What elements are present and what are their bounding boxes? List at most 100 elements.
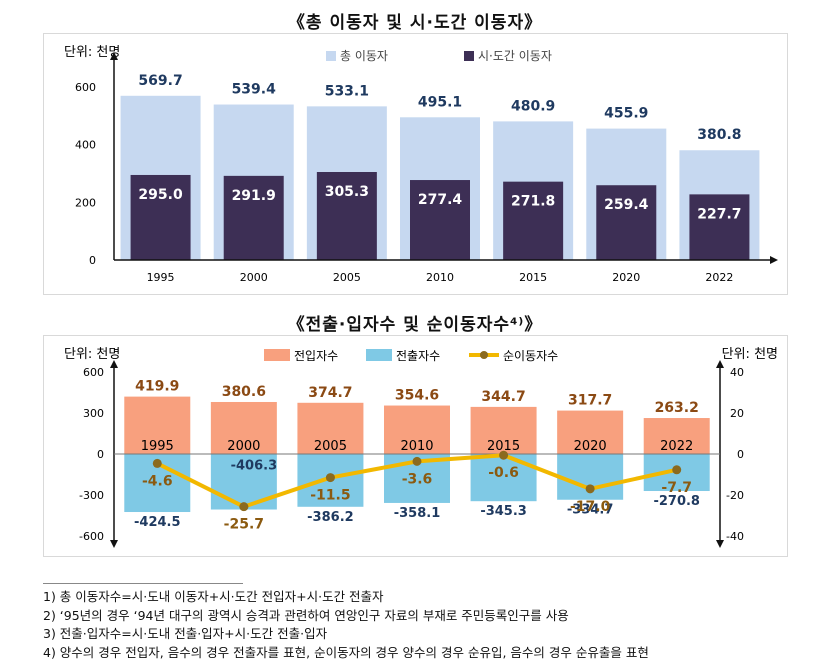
- chart1-title: 《총 이동자 및 시·도간 이동자》: [287, 13, 543, 33]
- chart1-xtick-2015: 2015: [519, 271, 547, 284]
- chart1-label-inter-2020: 259.4: [604, 197, 649, 213]
- chart2-ytick-left-3: 300: [83, 407, 104, 420]
- chart2-bar-in-2000: [210, 401, 277, 454]
- chart1-bar-inter-2015: [503, 181, 564, 260]
- chart2-unit-label-left: 단위: 천명: [64, 347, 120, 362]
- chart1-bar-inter-1995: [130, 174, 191, 260]
- chart1-legend-label-1: 시·도간 이동자: [478, 49, 552, 63]
- chart2-bar-in-2010: [384, 405, 450, 454]
- chart1-label-total-2000: 539.4: [232, 82, 277, 98]
- chart1-label-total-1995: 569.7: [138, 73, 182, 89]
- footnote-4: 4) 양수의 경우 전입자, 음수의 경우 전출자를 표현, 순이동자의 경우 …: [43, 644, 649, 660]
- chart1-label-total-2015: 480.9: [511, 98, 555, 114]
- chart2-bar-in-2015: [470, 406, 537, 454]
- chart2-label-out-2020: -334.7: [567, 503, 614, 518]
- chart1-x-axis-arrow: [770, 256, 778, 264]
- chart2-legend-label-net: 순이동자수: [503, 349, 558, 363]
- footnote-rule: [43, 583, 243, 584]
- chart1-label-inter-2010: 277.4: [418, 192, 463, 208]
- chart1-ytick-1: 200: [75, 196, 96, 209]
- chart2-legend-swatch-in: [264, 349, 290, 361]
- chart1-xtick-2000: 2000: [240, 271, 268, 284]
- chart1-xtick-2022: 2022: [705, 271, 733, 284]
- chart2-xtick-2022: 2022: [660, 439, 693, 454]
- chart2-net-label-2005: -11.5: [310, 488, 350, 504]
- chart1-label-inter-1995: 295.0: [138, 187, 183, 203]
- chart2-net-label-2020: -17.0: [570, 499, 611, 515]
- chart2-bar-in-2020: [557, 410, 624, 454]
- chart1-label-total-2010: 495.1: [418, 94, 462, 110]
- chart2-ytick-left-0: -600: [79, 530, 104, 543]
- chart2-ytick-right-2: 0: [737, 448, 744, 461]
- chart2-bar-in-1995: [124, 396, 191, 454]
- chart2-ytick-left-4: 600: [83, 366, 104, 379]
- chart1-bar-inter-2022: [689, 194, 750, 260]
- chart2-net-marker-2010: [412, 456, 422, 466]
- chart2-label-in-2022: 263.2: [655, 400, 699, 416]
- chart2-net-marker-2022: [672, 465, 682, 475]
- chart1-panel: 단위: 천명 총 이동자 시·도간 이동자 0 200 400 600 569.7 295.0 1…: [43, 33, 788, 295]
- chart2-title: 《전출·입자수 및 순이동자수⁴⁾》: [287, 315, 543, 335]
- chart2-xtick-2000: 2000: [227, 439, 260, 454]
- chart1-xtick-2020: 2020: [612, 271, 640, 284]
- chart2-y-axis-right-arrow-down: [716, 540, 724, 548]
- chart1-svg: 단위: 천명 총 이동자 시·도간 이동자 0 200 400 600 569.7 295.0 1…: [64, 45, 778, 284]
- chart1-label-total-2005: 533.1: [325, 83, 369, 99]
- chart2-net-label-2000: -25.7: [224, 517, 264, 533]
- chart2-net-label-2022: -7.7: [661, 480, 692, 496]
- chart1-bar-inter-2005: [316, 172, 377, 260]
- chart2-xtick-2015: 2015: [487, 439, 520, 454]
- chart2-label-out-1995: -424.5: [134, 515, 181, 530]
- chart2-net-marker-2000: [239, 502, 249, 512]
- chart2-label-in-1995: 419.9: [135, 379, 179, 395]
- footnote-2: 2) ‘95년의 경우 ‘94년 대구의 광역시 승격과 관련하여 연앙인구 자…: [43, 607, 569, 623]
- chart2-xtick-2010: 2010: [400, 439, 433, 454]
- chart1-y-axis-arrow: [110, 52, 118, 60]
- chart2-xtick-2005: 2005: [314, 439, 347, 454]
- chart1-unit-label: 단위: 천명: [64, 45, 120, 60]
- chart2-legend-swatch-out: [366, 349, 392, 361]
- chart2-y-axis-left-arrow-down: [110, 540, 118, 548]
- chart2-y-axis-right-arrow-up: [716, 360, 724, 368]
- chart2-net-marker-2020: [585, 484, 595, 494]
- chart2-label-out-2015: -345.3: [480, 504, 527, 519]
- chart2-label-out-2000: -406.3: [231, 459, 278, 474]
- chart1-xtick-1995: 1995: [147, 271, 175, 284]
- chart2-ytick-right-4: 40: [730, 366, 744, 379]
- chart2-net-marker-2015: [499, 450, 509, 460]
- chart1-ytick-3: 600: [75, 81, 96, 94]
- chart1-label-total-2020: 455.9: [604, 106, 648, 122]
- chart2-legend-marker-net: [480, 351, 488, 359]
- chart2-net-label-2010: -3.6: [402, 471, 433, 487]
- chart2-xtick-1995: 1995: [141, 439, 174, 454]
- footnotes: 1) 총 이동자수=시·도내 이동자+시·도간 전입자+시·도간 전출자 2) …: [43, 583, 803, 662]
- chart2-label-in-2015: 344.7: [481, 389, 525, 405]
- chart2-label-in-2005: 374.7: [308, 385, 352, 401]
- chart2-panel: 단위: 천명 단위: 천명 전입자수 전출자수 순이동자수 -600 -300 0 300 600…: [43, 335, 788, 557]
- chart2-label-in-2010: 354.6: [395, 388, 439, 404]
- chart2-y-axis-left-arrow-up: [110, 360, 118, 368]
- chart1-legend-swatch-1: [464, 51, 474, 61]
- chart2-ytick-right-3: 20: [730, 407, 744, 420]
- chart2-unit-label-right: 단위: 천명: [722, 347, 778, 362]
- chart1-ytick-2: 400: [75, 139, 96, 152]
- chart2-net-label-2015: -0.6: [488, 465, 519, 481]
- chart1-xtick-2010: 2010: [426, 271, 454, 284]
- chart2-bar-in-2022: [643, 418, 710, 454]
- chart1-bar-inter-2010: [410, 180, 470, 260]
- chart2-legend-label-in: 전입자수: [294, 349, 338, 363]
- chart2-legend-label-out: 전출자수: [396, 349, 440, 363]
- chart1-legend-label-0: 총 이동자: [340, 49, 388, 63]
- chart2-label-in-2000: 380.6: [222, 384, 266, 400]
- chart1-label-total-2022: 380.8: [697, 127, 741, 143]
- chart2-label-out-2022: -270.8: [653, 494, 700, 509]
- footnote-3: 3) 전출·입자수=시·도내 전출·입자+시·도간 전출·입자: [43, 626, 328, 641]
- chart2-label-out-2005: -386.2: [307, 510, 354, 525]
- chart1-bar-inter-2020: [596, 185, 657, 260]
- chart1-label-inter-2022: 227.7: [697, 206, 741, 222]
- footnote-1: 1) 총 이동자수=시·도내 이동자+시·도간 전입자+시·도간 전출자: [43, 589, 384, 604]
- chart1-ytick-0: 0: [89, 254, 96, 267]
- chart1-label-inter-2000: 291.9: [232, 188, 276, 204]
- chart2-net-label-1995: -4.6: [142, 473, 173, 489]
- chart1-label-inter-2015: 271.8: [511, 194, 555, 210]
